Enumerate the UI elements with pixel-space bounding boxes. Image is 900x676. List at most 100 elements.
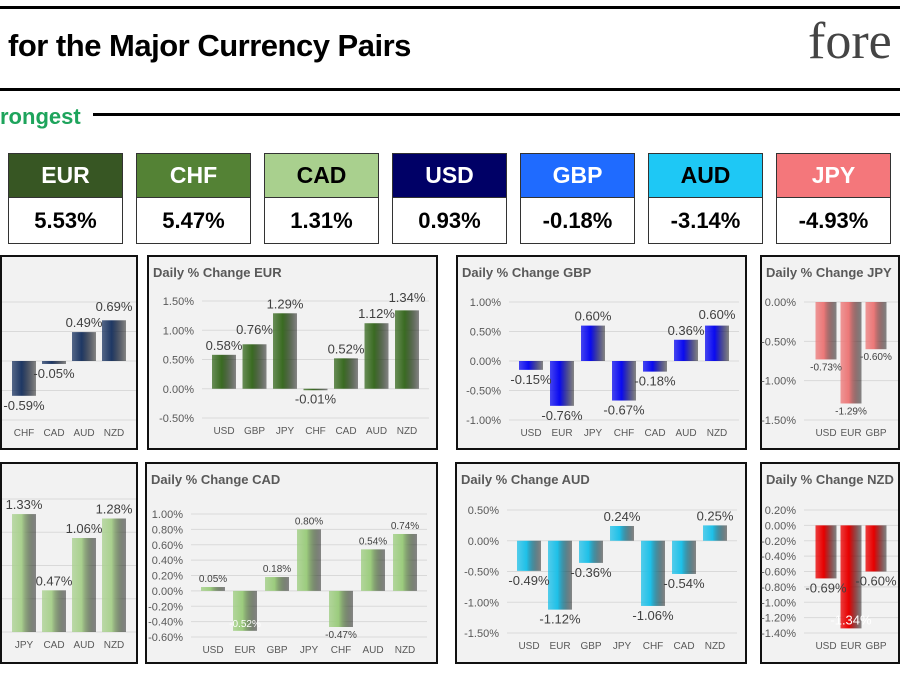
y-tick-label: -1.20% bbox=[761, 613, 796, 625]
y-tick-label: -0.20% bbox=[148, 601, 183, 613]
data-label: -0.59% bbox=[3, 398, 45, 413]
y-tick-label: -0.50% bbox=[464, 567, 499, 579]
x-tick-label: EUR bbox=[840, 428, 861, 439]
data-label: 0.24% bbox=[604, 509, 641, 524]
bar-usd bbox=[519, 361, 543, 370]
currency-name: EUR bbox=[9, 154, 122, 198]
data-label: -0.73% bbox=[810, 362, 842, 373]
x-tick-label: JPY bbox=[613, 641, 632, 652]
x-tick-label: CAD bbox=[43, 428, 64, 439]
bar-nzd bbox=[395, 310, 419, 389]
x-tick-label: AUD bbox=[362, 645, 383, 656]
data-label: -1.34% bbox=[830, 612, 872, 627]
x-tick-label: NZD bbox=[705, 641, 726, 652]
data-label: -0.54% bbox=[663, 576, 705, 591]
x-tick-label: GBP bbox=[865, 428, 886, 439]
bar-chart: -0.59% CHF -0.05% CAD 0.49% AUD 0.69% NZD bbox=[2, 299, 136, 439]
bar-chart: Daily % Change NZD 0.20% 0.00% -0.20% -0.40%… bbox=[761, 472, 898, 652]
data-label: 0.80% bbox=[295, 516, 323, 527]
y-tick-label: -0.40% bbox=[761, 551, 796, 563]
data-label: -0.18% bbox=[634, 374, 676, 389]
data-label: -0.60% bbox=[855, 574, 897, 589]
chart-title: Daily % Change NZD bbox=[766, 472, 894, 487]
bar-gbp bbox=[865, 302, 887, 350]
chart-title: Daily % Change CAD bbox=[151, 472, 280, 487]
x-tick-label: NZD bbox=[104, 428, 125, 439]
data-label: 0.76% bbox=[236, 322, 273, 337]
y-tick-label: -0.60% bbox=[761, 567, 796, 579]
data-label: -0.60% bbox=[860, 352, 892, 363]
y-tick-label: 0.00% bbox=[163, 384, 194, 396]
x-tick-label: CHF bbox=[614, 428, 635, 439]
data-label: -0.76% bbox=[541, 408, 583, 423]
currency-change: 5.47% bbox=[162, 208, 225, 233]
currency-card-eur: EUR 5.53% bbox=[8, 153, 123, 244]
bar-jpy bbox=[273, 313, 297, 389]
data-label: -0.67% bbox=[603, 403, 645, 418]
y-tick-label: -0.20% bbox=[761, 536, 796, 548]
data-label: -0.47% bbox=[325, 630, 357, 641]
data-label: -1.06% bbox=[632, 608, 674, 623]
bar-nzd bbox=[102, 320, 126, 361]
y-tick-label: -0.50% bbox=[761, 336, 796, 348]
x-tick-label: NZD bbox=[395, 645, 416, 656]
bar-chf bbox=[303, 388, 328, 391]
chart-panel-7: Daily % Change NZD 0.20% 0.00% -0.20% -0.40%… bbox=[760, 462, 900, 664]
data-label: 1.28% bbox=[96, 502, 133, 517]
chart-panel-4: 1.33% JPY 0.47% CAD 1.06% AUD 1.28% NZD bbox=[0, 462, 138, 664]
bar-usd bbox=[201, 587, 225, 591]
data-label: -0.01% bbox=[295, 391, 337, 406]
x-tick-label: USD bbox=[520, 428, 541, 439]
bar-usd bbox=[212, 354, 236, 389]
y-tick-label: -0.50% bbox=[159, 413, 194, 425]
x-tick-label: CHF bbox=[643, 641, 664, 652]
currency-card-usd: USD 0.93% bbox=[392, 153, 507, 244]
bar-jpy bbox=[581, 325, 605, 361]
bar-nzd bbox=[703, 525, 727, 541]
brand-logo: fore bbox=[808, 13, 892, 70]
y-tick-label: 1.00% bbox=[152, 509, 183, 521]
bar-chf bbox=[641, 540, 665, 606]
data-label: 0.69% bbox=[96, 299, 133, 314]
x-tick-label: GBP bbox=[580, 641, 601, 652]
section-divider bbox=[93, 113, 900, 116]
x-tick-label: USD bbox=[815, 641, 836, 652]
x-tick-label: USD bbox=[815, 428, 836, 439]
chart-panel-5: Daily % Change CAD 1.00% 0.80% 0.60% 0.40% 0.… bbox=[145, 462, 438, 664]
x-tick-label: CAD bbox=[335, 426, 356, 437]
currency-name: AUD bbox=[649, 154, 762, 198]
bar-nzd bbox=[393, 533, 417, 591]
bar-chart: Daily % Change JPY 0.00% -0.50% -1.00% -1.50… bbox=[761, 265, 898, 439]
bar-cad bbox=[42, 590, 66, 632]
data-label: 1.33% bbox=[6, 497, 43, 512]
y-tick-label: -1.40% bbox=[761, 628, 796, 640]
y-tick-label: -1.00% bbox=[464, 597, 499, 609]
bar-eur bbox=[840, 525, 862, 629]
bar-chart: 1.33% JPY 0.47% CAD 1.06% AUD 1.28% NZD bbox=[2, 497, 136, 651]
top-border bbox=[0, 6, 900, 9]
y-tick-label: 0.50% bbox=[470, 327, 501, 339]
currency-change: 5.53% bbox=[34, 208, 97, 233]
chart-title: Daily % Change AUD bbox=[461, 472, 590, 487]
x-tick-label: JPY bbox=[276, 426, 295, 437]
bar-cad bbox=[643, 361, 667, 372]
bar-eur bbox=[550, 361, 574, 406]
bar-chart: Daily % Change GBP1.00%0.50%0.00%-0.50%-… bbox=[462, 265, 739, 439]
x-tick-label: CAD bbox=[644, 428, 665, 439]
bar-gbp bbox=[242, 344, 267, 389]
data-label: -0.36% bbox=[570, 565, 612, 580]
page-title: for the Major Currency Pairs bbox=[8, 28, 411, 63]
bar-gbp bbox=[579, 540, 603, 563]
currency-card-jpy: JPY -4.93% bbox=[776, 153, 891, 244]
data-label: 1.29% bbox=[267, 296, 304, 311]
bar-chart: Daily % Change EUR 1.50% 1.00% 0.50% 0.00% -0… bbox=[153, 265, 429, 437]
bar-cad bbox=[42, 361, 66, 364]
data-label: 0.18% bbox=[263, 564, 291, 575]
x-tick-label: EUR bbox=[549, 641, 570, 652]
x-tick-label: GBP bbox=[244, 426, 265, 437]
bar-gbp bbox=[865, 525, 887, 572]
y-tick-label: 0.20% bbox=[152, 571, 183, 583]
header-divider bbox=[0, 88, 900, 91]
currency-name: GBP bbox=[521, 154, 634, 198]
bar-nzd bbox=[705, 325, 729, 361]
